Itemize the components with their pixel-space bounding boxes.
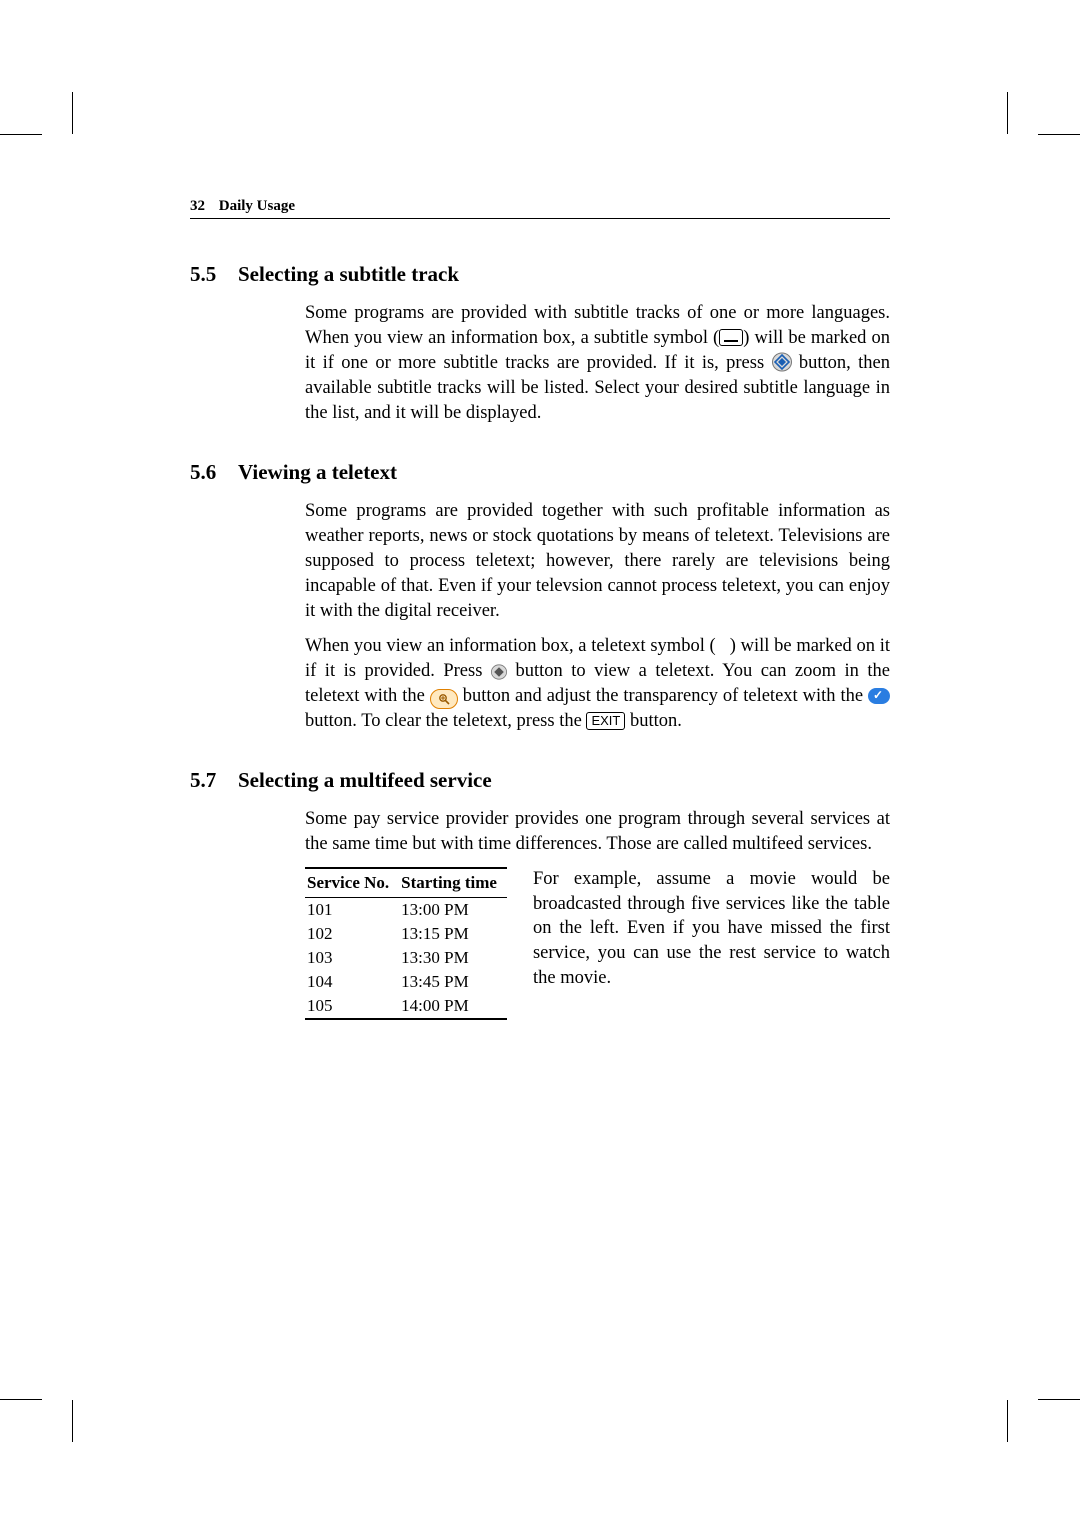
cell: 103	[305, 946, 399, 970]
exit-key-icon: EXIT	[586, 712, 625, 730]
side-paragraph: For example, assume a movie would be bro…	[533, 867, 890, 1020]
section-number: 5.5	[190, 262, 238, 287]
table-and-text: Service No.Starting time 10113:00 PM 102…	[305, 867, 890, 1020]
section-heading: 5.6 Viewing a teletext	[190, 460, 890, 485]
diamond-button-icon	[772, 352, 792, 372]
cell: 13:30 PM	[399, 946, 507, 970]
paragraph: Some programs are provided with subtitle…	[305, 301, 890, 426]
crop-mark	[0, 134, 42, 135]
section-body: Some pay service provider provides one p…	[305, 807, 890, 857]
content: 5.5 Selecting a subtitle track Some prog…	[190, 250, 890, 1020]
section-heading: 5.5 Selecting a subtitle track	[190, 262, 890, 287]
col-header: Starting time	[399, 868, 507, 898]
cell: 102	[305, 922, 399, 946]
col-header: Service No.	[305, 868, 399, 898]
section-title: Selecting a multifeed service	[238, 768, 492, 793]
teletext-button-icon	[491, 664, 507, 680]
chapter-title: Daily Usage	[219, 198, 295, 214]
crop-mark	[1038, 1399, 1080, 1400]
crop-mark	[1038, 134, 1080, 135]
cell: 14:00 PM	[399, 994, 507, 1019]
header-underline	[190, 218, 890, 219]
crop-mark	[1007, 92, 1008, 134]
crop-mark	[1007, 1400, 1008, 1442]
cell: 13:00 PM	[399, 897, 507, 922]
check-button-icon	[868, 688, 890, 704]
section-title: Viewing a teletext	[238, 460, 397, 485]
page-number: 32	[190, 198, 205, 214]
zoom-button-icon	[430, 689, 458, 709]
cell: 13:45 PM	[399, 970, 507, 994]
section-heading: 5.7 Selecting a multifeed service	[190, 768, 890, 793]
crop-mark	[72, 1400, 73, 1442]
cell: 104	[305, 970, 399, 994]
paragraph: Some programs are provided together with…	[305, 499, 890, 624]
cell: 101	[305, 897, 399, 922]
section-title: Selecting a subtitle track	[238, 262, 459, 287]
cell: 13:15 PM	[399, 922, 507, 946]
page: 32 Daily Usage 5.5 Selecting a subtitle …	[0, 0, 1080, 1534]
subtitle-symbol-icon	[719, 329, 743, 346]
running-header: 32 Daily Usage	[190, 198, 295, 215]
service-table: Service No.Starting time 10113:00 PM 102…	[305, 867, 507, 1020]
section-number: 5.6	[190, 460, 238, 485]
section-number: 5.7	[190, 768, 238, 793]
paragraph: When you view an information box, a tele…	[305, 634, 890, 734]
crop-mark	[72, 92, 73, 134]
cell: 105	[305, 994, 399, 1019]
section-body: Some programs are provided with subtitle…	[305, 301, 890, 426]
section-body: Some programs are provided together with…	[305, 499, 890, 734]
paragraph: Some pay service provider provides one p…	[305, 807, 890, 857]
crop-mark	[0, 1399, 42, 1400]
